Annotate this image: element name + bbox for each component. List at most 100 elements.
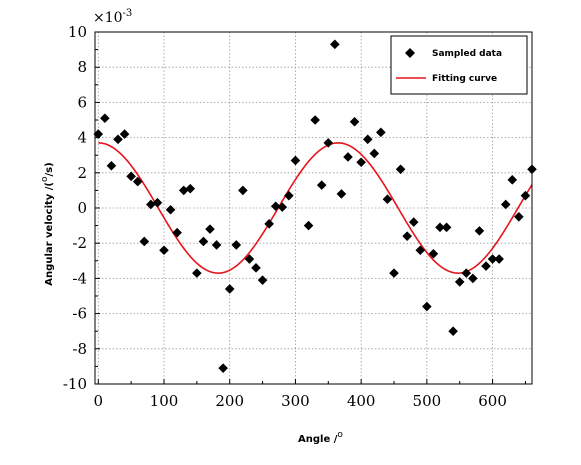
exponent-power: -3 — [123, 8, 133, 19]
data-point — [402, 231, 412, 241]
data-point — [349, 116, 360, 127]
data-point — [290, 155, 301, 166]
y-axis-label-prefix: Angular velocity /( — [44, 182, 55, 286]
data-point — [211, 240, 222, 250]
data-point — [284, 190, 294, 201]
data-point — [468, 273, 478, 284]
x-axis-label-sup: o — [337, 430, 343, 440]
data-point — [448, 326, 458, 336]
data-point — [224, 284, 235, 294]
x-tick-label: 0 — [94, 392, 104, 410]
data-point — [192, 268, 202, 278]
data-point — [422, 301, 432, 312]
data-point — [251, 263, 261, 273]
y-tick-label: 8 — [77, 58, 87, 76]
data-point — [93, 129, 104, 139]
y-axis-label: Angular velocity /(o/s) — [40, 162, 55, 285]
x-tick-labels: 0 100 200 300 400 500 600 — [94, 392, 507, 410]
data-point — [172, 227, 182, 238]
data-point — [330, 39, 340, 50]
data-point — [178, 185, 189, 196]
y-tick-label: 2 — [77, 164, 87, 182]
data-point — [454, 277, 465, 287]
data-point — [159, 245, 169, 256]
data-point — [481, 261, 491, 271]
data-point — [238, 185, 248, 196]
x-tick-label: 200 — [215, 392, 244, 410]
data-point — [132, 176, 143, 187]
data-point — [119, 129, 130, 139]
x-axis-label: Angle /o — [298, 430, 343, 445]
data-point — [106, 160, 117, 171]
data-point — [277, 202, 288, 212]
x-tick-label: 300 — [281, 392, 310, 410]
y-axis-label-suffix: /s) — [44, 162, 55, 176]
data-point — [323, 138, 334, 148]
y-tick-label: -4 — [72, 269, 87, 287]
points-layer — [93, 39, 537, 373]
data-point — [218, 363, 228, 373]
data-point — [146, 199, 156, 210]
data-point — [231, 240, 242, 250]
y-tick-label: -8 — [72, 340, 87, 358]
y-tick-label: -10 — [63, 375, 87, 393]
legend-diamond-marker — [405, 48, 415, 58]
data-point — [435, 222, 445, 233]
data-point — [198, 236, 209, 247]
data-point — [113, 134, 123, 145]
data-point — [185, 183, 196, 194]
y-axis-label-sup: o — [40, 176, 50, 182]
data-point — [500, 199, 511, 210]
data-point — [152, 197, 163, 208]
legend-label-fitting: Fitting curve — [432, 74, 497, 84]
data-point — [362, 134, 373, 145]
data-point — [205, 224, 215, 234]
data-point — [165, 204, 176, 215]
legend-label-sampled: Sampled data — [432, 49, 502, 59]
x-tick-label: 600 — [478, 392, 507, 410]
data-point — [395, 164, 406, 175]
data-point — [474, 226, 485, 236]
data-point — [389, 268, 399, 278]
data-point — [369, 148, 380, 159]
legend-box — [390, 35, 528, 95]
y-tick-label: 4 — [77, 129, 87, 147]
data-point — [316, 180, 327, 190]
data-point — [244, 254, 255, 264]
data-point — [461, 268, 472, 278]
data-point — [100, 113, 110, 124]
fitting-curve — [98, 142, 533, 274]
data-point — [343, 152, 353, 162]
exponent-base: ×10 — [93, 10, 123, 26]
x-tick-label: 400 — [347, 392, 376, 410]
data-point — [139, 236, 150, 247]
data-point — [382, 194, 393, 204]
x-axis-label-text: Angle / — [298, 434, 338, 445]
data-point — [303, 220, 314, 231]
y-tick-label: 0 — [77, 199, 87, 217]
exponent-label: ×10-3 — [93, 8, 132, 26]
data-point — [376, 127, 386, 138]
data-point — [520, 190, 531, 201]
data-point — [494, 254, 504, 264]
y-tick-label: -2 — [72, 234, 87, 252]
data-point — [336, 189, 347, 199]
x-tick-label: 500 — [413, 392, 442, 410]
data-point — [264, 219, 274, 229]
y-tick-label: 6 — [77, 93, 87, 111]
ticks — [95, 31, 526, 385]
y-tick-label: -6 — [72, 305, 87, 323]
data-point — [270, 201, 281, 212]
data-point — [310, 115, 320, 125]
data-point — [441, 222, 452, 233]
data-point — [126, 171, 136, 182]
data-point — [408, 217, 419, 227]
y-tick-label: 10 — [68, 23, 87, 41]
legend: Sampled data Fitting curve — [390, 35, 528, 95]
y-tick-labels: -10 -8 -6 -4 -2 0 2 4 6 8 10 — [63, 23, 87, 393]
x-tick-label: 100 — [150, 392, 179, 410]
data-point — [487, 254, 498, 264]
data-point — [257, 275, 268, 285]
data-point — [356, 157, 366, 168]
